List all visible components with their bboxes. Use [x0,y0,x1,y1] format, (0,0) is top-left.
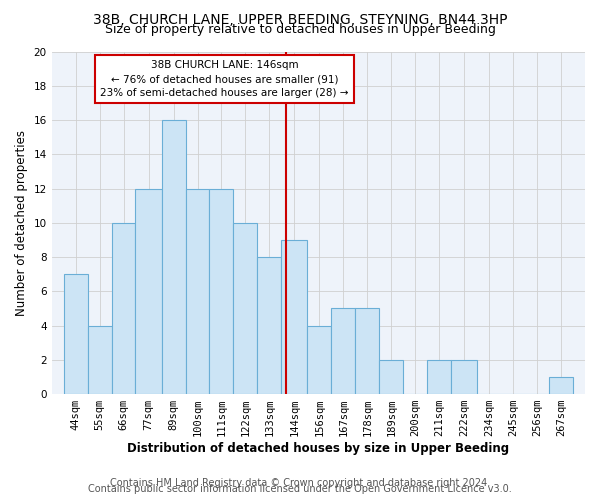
Bar [112,223,136,394]
Bar [281,240,307,394]
Text: Contains public sector information licensed under the Open Government Licence v3: Contains public sector information licen… [88,484,512,494]
Bar [379,360,403,394]
Bar [88,326,112,394]
Bar [307,326,331,394]
Bar [233,223,257,394]
Bar [331,308,355,394]
Bar [136,188,161,394]
Bar [209,188,233,394]
Bar [549,377,573,394]
Text: Contains HM Land Registry data © Crown copyright and database right 2024.: Contains HM Land Registry data © Crown c… [110,478,490,488]
Text: Size of property relative to detached houses in Upper Beeding: Size of property relative to detached ho… [104,24,496,36]
Bar [427,360,451,394]
Bar [161,120,185,394]
Bar [64,274,88,394]
Bar [257,257,281,394]
Bar [355,308,379,394]
Text: 38B CHURCH LANE: 146sqm
← 76% of detached houses are smaller (91)
23% of semi-de: 38B CHURCH LANE: 146sqm ← 76% of detache… [100,60,349,98]
X-axis label: Distribution of detached houses by size in Upper Beeding: Distribution of detached houses by size … [127,442,509,455]
Y-axis label: Number of detached properties: Number of detached properties [15,130,28,316]
Bar [451,360,477,394]
Bar [185,188,209,394]
Text: 38B, CHURCH LANE, UPPER BEEDING, STEYNING, BN44 3HP: 38B, CHURCH LANE, UPPER BEEDING, STEYNIN… [93,12,507,26]
